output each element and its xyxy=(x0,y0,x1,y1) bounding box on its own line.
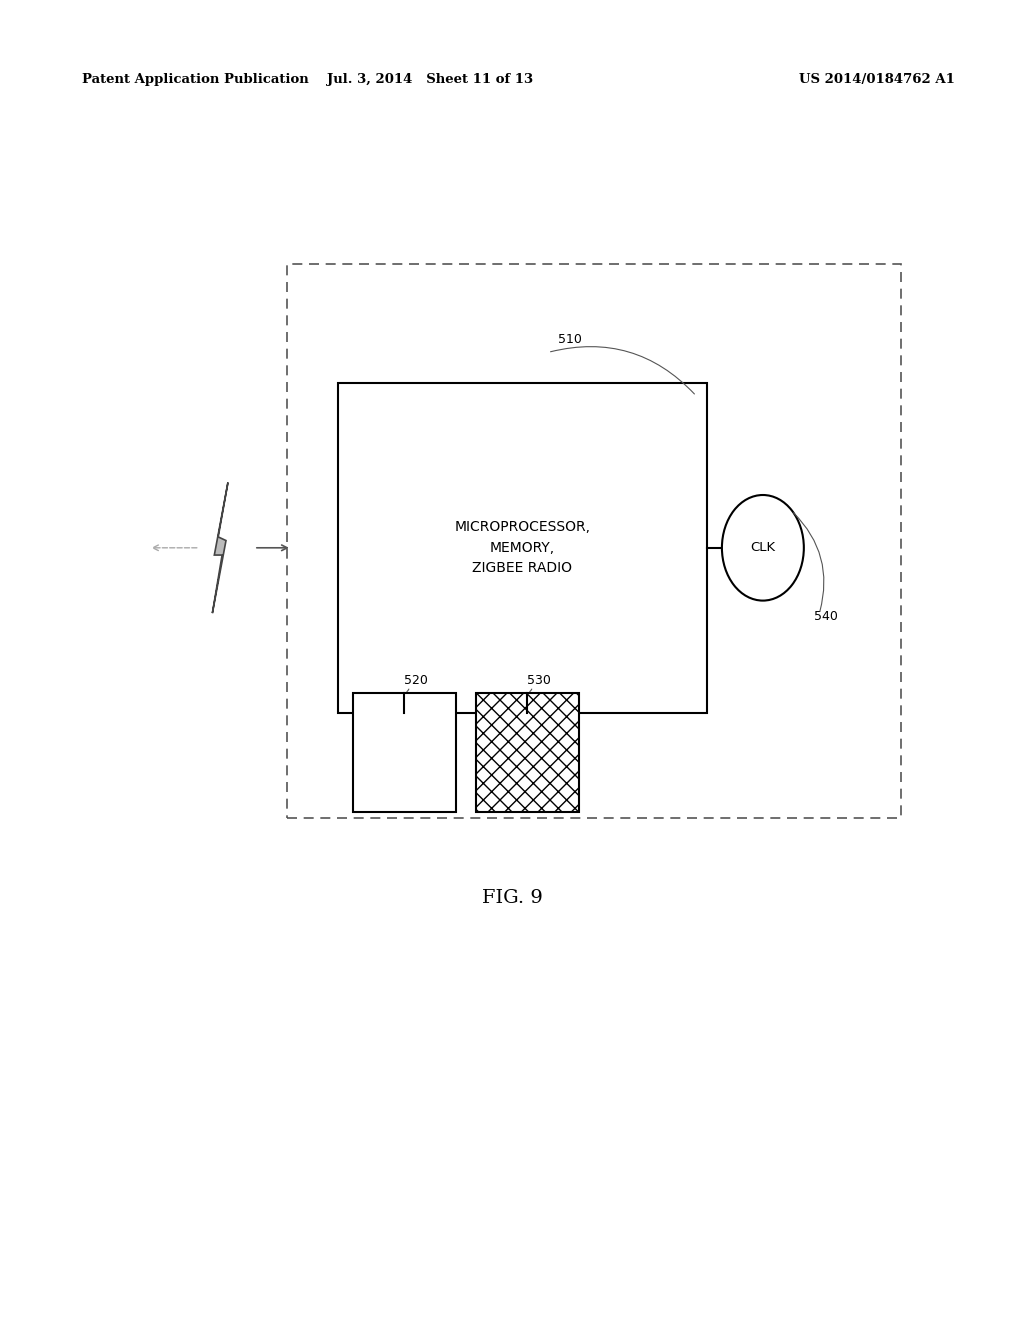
Text: MICROPROCESSOR,
MEMORY,
ZIGBEE RADIO: MICROPROCESSOR, MEMORY, ZIGBEE RADIO xyxy=(455,520,590,576)
Polygon shape xyxy=(212,483,228,612)
Text: 530: 530 xyxy=(527,673,551,686)
Text: FIG. 9: FIG. 9 xyxy=(481,888,543,907)
Text: Jul. 3, 2014   Sheet 11 of 13: Jul. 3, 2014 Sheet 11 of 13 xyxy=(327,73,534,86)
Text: Patent Application Publication: Patent Application Publication xyxy=(82,73,308,86)
Circle shape xyxy=(722,495,804,601)
Text: 520: 520 xyxy=(404,673,428,686)
Text: 510: 510 xyxy=(558,333,582,346)
FancyBboxPatch shape xyxy=(338,383,707,713)
FancyBboxPatch shape xyxy=(353,693,456,812)
Text: US 2014/0184762 A1: US 2014/0184762 A1 xyxy=(799,73,954,86)
FancyBboxPatch shape xyxy=(476,693,579,812)
Text: CLK: CLK xyxy=(751,541,775,554)
Text: 540: 540 xyxy=(814,610,838,623)
